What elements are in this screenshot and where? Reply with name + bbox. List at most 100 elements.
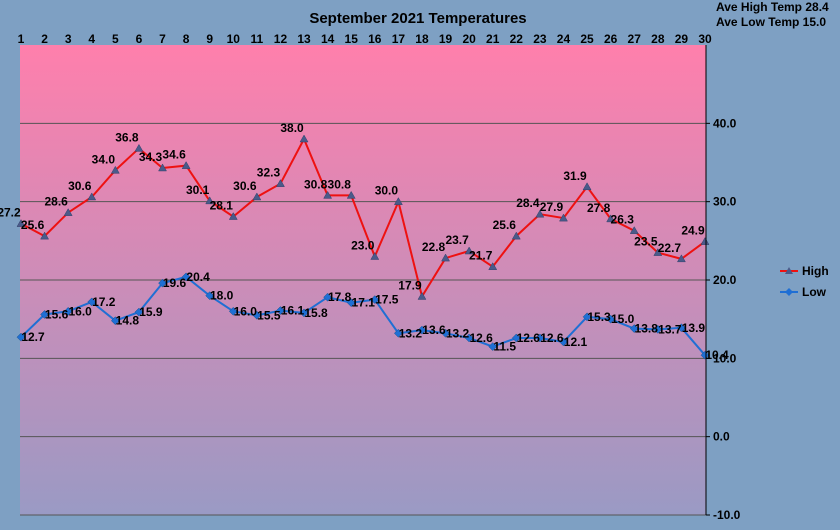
legend: High Low [780, 264, 829, 299]
high-marker [370, 251, 380, 260]
high-marker [63, 208, 73, 216]
high-data-label: 28.1 [210, 199, 234, 213]
high-marker [228, 212, 238, 220]
x-axis-ticks: 1 2 3 4 5 6 7 8 9 10 11 12 13 14 15 16 17 18 19 20 21 22 23 24 2… [18, 32, 712, 46]
low-data-label: 15.3 [587, 310, 611, 324]
low-marker [606, 314, 616, 324]
high-data-label: 27.9 [540, 200, 564, 214]
x-tick-label: 2 [41, 32, 48, 46]
high-data-label: 22.8 [422, 240, 446, 254]
low-data-label: 15.6 [45, 307, 69, 321]
low-data-label: 13.6 [422, 323, 446, 337]
x-tick-label: 18 [415, 32, 429, 46]
legend-marker-high [785, 267, 793, 274]
high-marker [629, 226, 639, 234]
low-marker [441, 328, 450, 338]
low-data-label: 17.2 [92, 295, 116, 309]
high-marker [653, 248, 663, 256]
low-marker [370, 295, 380, 304]
legend-label-low: Low [802, 285, 827, 299]
low-data-label: 17.1 [352, 296, 376, 310]
x-tick-label: 20 [462, 32, 476, 46]
low-marker [134, 307, 144, 317]
low-data-label: 17.5 [375, 293, 399, 307]
high-marker [323, 190, 333, 199]
high-marker [676, 254, 686, 263]
low-data-label: 12.6 [540, 331, 564, 345]
y-tick-label: 0.0 [713, 430, 730, 444]
low-marker [228, 306, 238, 316]
x-tick-label: 16 [368, 32, 382, 46]
high-marker [464, 246, 474, 255]
series-line-high [20, 136, 706, 299]
y-axis-ticks: 40.0 30.0 20.0 10.0 0.0 -10.0 [705, 45, 741, 522]
x-tick-label: 24 [557, 32, 571, 46]
low-marker [511, 333, 521, 343]
x-tick-label: 1 [18, 32, 25, 46]
low-data-label: 18.0 [210, 289, 234, 303]
high-data-label: 34.0 [92, 152, 116, 166]
y-tick-label: 30.0 [713, 195, 737, 209]
high-marker [582, 182, 592, 191]
low-data-label: 12.7 [21, 330, 45, 344]
low-marker [181, 272, 191, 282]
low-data-label: 16.0 [234, 304, 258, 318]
high-data-label: 30.8 [304, 177, 328, 191]
high-marker [511, 231, 521, 240]
low-data-label: 15.0 [611, 312, 635, 326]
high-data-label: 34.3 [139, 150, 163, 164]
high-data-label: 23.5 [634, 235, 658, 249]
high-marker [252, 192, 262, 201]
low-marker [205, 291, 215, 301]
low-data-label: 15.8 [304, 306, 328, 320]
x-tick-label: 23 [533, 32, 547, 46]
high-marker [700, 237, 710, 245]
high-data-label: 30.6 [233, 179, 257, 193]
x-tick-label: 12 [274, 32, 288, 46]
high-data-label: 30.0 [375, 184, 399, 198]
x-tick-label: 10 [227, 32, 241, 46]
high-marker [535, 209, 545, 218]
x-tick-label: 28 [651, 32, 665, 46]
high-data-label: 30.1 [186, 183, 210, 197]
x-tick-label: 7 [159, 32, 166, 46]
high-data-label: 21.7 [469, 249, 493, 263]
chart-title: September 2021 Temperatures [309, 10, 526, 27]
low-marker [677, 323, 686, 333]
y-tick-label: -10.0 [713, 508, 741, 522]
high-marker [559, 213, 568, 222]
low-data-label: 15.5 [257, 308, 281, 322]
high-data-label: 27.2 [0, 206, 21, 220]
low-marker [559, 337, 568, 347]
low-marker [323, 292, 332, 302]
low-marker [346, 298, 356, 308]
low-data-label: 19.6 [163, 276, 187, 290]
x-tick-label: 9 [206, 32, 213, 46]
legend-label-high: High [802, 264, 829, 278]
x-tick-label: 26 [604, 32, 618, 46]
x-tick-label: 22 [510, 32, 524, 46]
high-data-label: 27.8 [587, 201, 611, 215]
low-data-label: 16.0 [68, 304, 92, 318]
high-marker [299, 134, 309, 143]
low-marker [40, 310, 49, 319]
low-data-label: 12.6 [469, 331, 493, 345]
high-marker [276, 179, 285, 187]
low-marker [488, 342, 498, 351]
high-marker [134, 143, 144, 152]
high-data-label: 31.9 [563, 169, 587, 183]
high-data-label: 32.3 [257, 166, 281, 180]
high-marker [40, 231, 50, 240]
x-tick-label: 27 [628, 32, 642, 46]
y-tick-label: 20.0 [713, 273, 737, 287]
high-data-label: 36.8 [115, 130, 139, 144]
high-data-label: 34.6 [162, 148, 186, 162]
gridlines [20, 122, 706, 516]
high-data-label: 25.6 [21, 218, 45, 232]
high-data-label: 24.9 [681, 224, 705, 238]
ave-low-stat: Ave Low Temp 15.0 [716, 15, 826, 29]
x-tick-label: 30 [698, 32, 712, 46]
x-tick-label: 15 [345, 32, 359, 46]
low-data-label: 14.8 [116, 314, 140, 328]
high-marker [181, 161, 191, 169]
